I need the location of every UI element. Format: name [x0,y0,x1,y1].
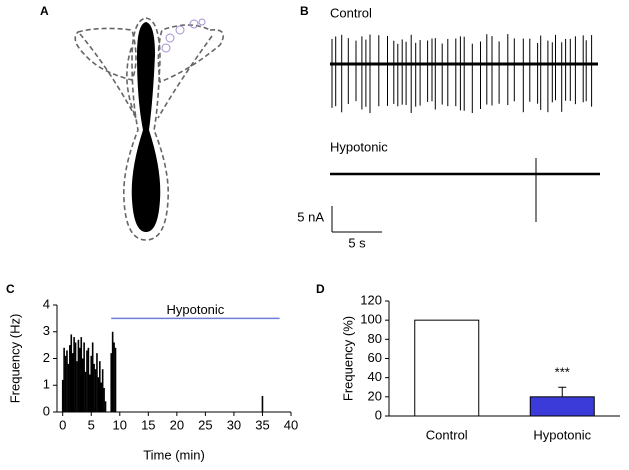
panel-label: A [40,4,49,18]
bar [94,369,97,412]
bar [89,374,91,412]
bar [66,350,68,412]
y-tick-label: 40 [368,369,382,384]
bar [93,363,95,412]
bar [414,319,480,417]
bar [103,387,105,412]
x-tick-label: 20 [170,417,184,432]
traces [330,34,600,222]
trace-label: Hypotonic [330,139,388,154]
y-tick-label: 4 [43,296,50,311]
dendrite-marks [161,18,206,53]
y-tick-label: 2 [43,350,50,365]
y-tick-label: 0 [375,407,382,422]
bar [110,353,113,412]
x-tick-label: 0 [59,417,66,432]
bar [74,342,77,412]
bar [73,337,75,412]
y-tick-label: 100 [360,312,382,327]
bar [99,361,101,412]
y-tick-label: 0 [43,403,50,418]
bar [101,369,104,412]
y-axis-label: Frequency (Hz) [7,314,22,404]
bar [97,377,100,412]
annotation-text: Hypotonic [166,302,224,317]
bar [64,355,67,412]
y-axis-label: Frequency (%) [340,316,355,401]
x-tick-label: 10 [113,417,127,432]
x-tick-label: 5 [88,417,95,432]
x-tick-label: 30 [227,417,241,432]
bar [113,342,115,412]
bar [76,361,78,412]
x-tick-label: 25 [198,417,212,432]
neuron-body [131,22,161,232]
scale-label: 5 s [348,235,366,250]
bar [261,395,264,412]
panel-label: D [316,282,325,296]
bar [61,379,64,412]
x-tick-label: 15 [141,417,155,432]
significance: *** [555,365,570,380]
x-axis-label: Time (min) [143,447,205,462]
bar [80,337,83,412]
bar [81,358,84,412]
bar [79,347,81,412]
bar [91,342,94,412]
x-tick-label: Control [426,427,468,442]
bar [71,353,74,412]
bar [84,371,87,412]
bar [77,339,80,412]
bar [529,396,595,417]
bar [87,347,90,412]
bar [69,345,71,412]
bar [104,401,107,412]
bar [100,382,103,412]
y-tick-label: 3 [43,323,50,338]
x-tick-label: Hypotonic [533,427,591,442]
trace-label: Control [330,5,372,20]
bar [114,347,117,412]
scale-label: 5 nA [297,209,324,224]
y-tick-label: 120 [360,292,382,307]
y-tick-label: 60 [368,350,382,365]
y-tick-label: 1 [43,377,50,392]
bar [96,353,98,412]
y-tick-label: 80 [368,331,382,346]
neuron-diagram [74,17,225,241]
bar [83,342,85,412]
panel-label: C [6,282,15,296]
bar [86,350,88,412]
bar [63,347,65,412]
panel-label: B [300,4,309,18]
bar [90,355,93,412]
x-tick-label: 40 [284,417,298,432]
y-tick-label: 20 [368,388,382,403]
bar [70,334,73,412]
x-tick-label: 35 [255,417,269,432]
bar [67,363,70,412]
bar [111,331,114,412]
